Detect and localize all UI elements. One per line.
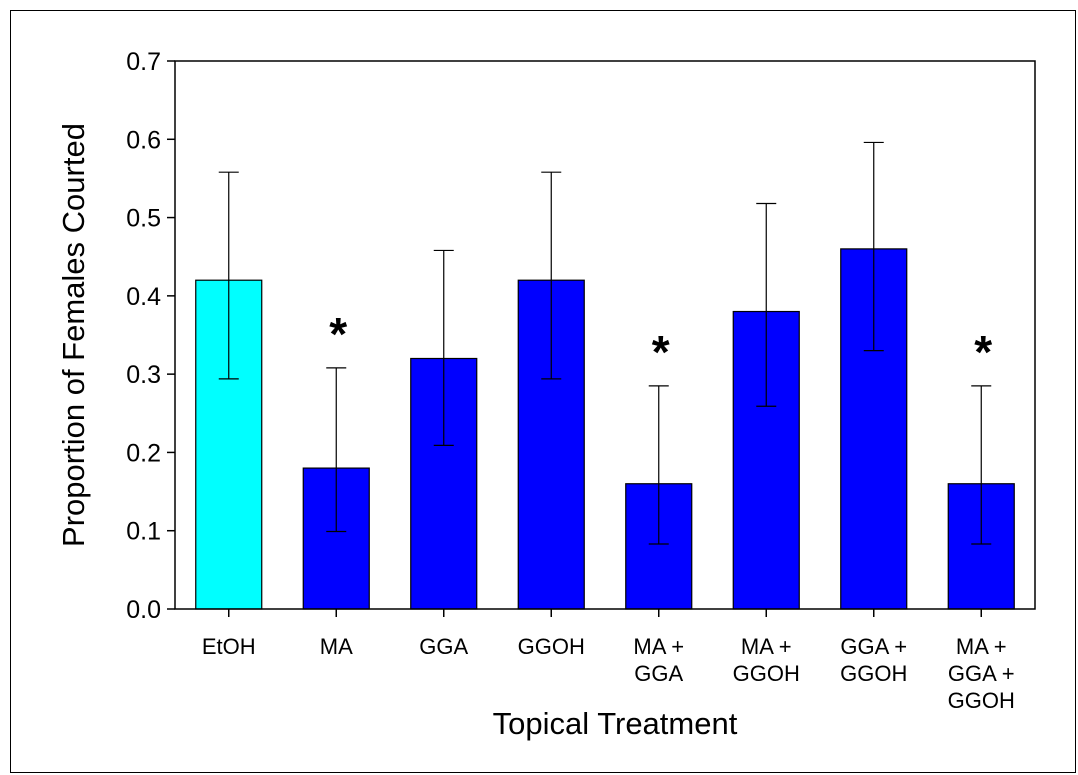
significance-asterisk: * <box>652 326 670 378</box>
y-axis-title: Proportion of Females Courted <box>56 123 91 547</box>
x-tick-label-line: GGA <box>419 634 468 659</box>
x-tick-label-line: MA <box>320 634 353 659</box>
error-bar <box>433 249 454 446</box>
y-tick-label: 0.0 <box>126 596 161 624</box>
x-tick-label: GGA + GGOH <box>840 634 907 686</box>
error-bar <box>971 385 992 545</box>
x-tick-label-line: GGOH <box>948 688 1015 713</box>
error-bar <box>541 171 562 380</box>
y-tick-label: 0.5 <box>126 205 161 233</box>
x-tick-label-line: EtOH <box>202 634 256 659</box>
x-tick-label: GGA <box>419 634 468 659</box>
x-tick-label: MA + GGA + GGOH <box>948 634 1015 713</box>
y-tick-label: 0.4 <box>126 283 161 311</box>
x-tick-label-line: MA + <box>741 634 792 659</box>
x-tick-label: EtOH <box>202 634 256 659</box>
x-tick-label-line: GGA <box>634 661 683 686</box>
error-bar <box>648 385 669 545</box>
y-tick-label: 0.3 <box>126 361 161 389</box>
error-bar <box>326 367 347 533</box>
error-bar <box>756 202 777 407</box>
x-tick-label-line: MA + <box>633 634 684 659</box>
error-bar <box>863 141 884 352</box>
x-tick-label: GGOH <box>518 634 585 659</box>
x-tick-label: MA + GGOH <box>733 634 800 686</box>
x-tick-label-line: GGOH <box>518 634 585 659</box>
error-bar <box>218 171 239 380</box>
figure-frame <box>10 10 1076 773</box>
y-tick-label: 0.1 <box>126 518 161 546</box>
x-tick-label: MA <box>320 634 353 659</box>
x-tick-label-line: GGA + <box>948 661 1015 686</box>
significance-asterisk: * <box>329 308 347 360</box>
y-tick-label: 0.2 <box>126 439 161 467</box>
x-tick-label: MA + GGA <box>633 634 684 686</box>
x-axis-title: Topical Treatment <box>493 706 738 741</box>
x-tick-label-line: GGOH <box>733 661 800 686</box>
significance-asterisk: * <box>974 326 992 378</box>
y-tick-label: 0.7 <box>126 48 161 76</box>
x-tick-label-line: GGOH <box>840 661 907 686</box>
plot-area <box>174 60 1036 610</box>
x-tick-label-line: MA + <box>956 634 1007 659</box>
x-tick-label-line: GGA + <box>840 634 907 659</box>
bars-layer <box>195 248 1015 610</box>
error-bars-layer <box>218 141 992 545</box>
y-tick-label: 0.6 <box>126 126 161 154</box>
significance-layer: * * * <box>329 308 992 378</box>
y-axis: 0.0 0.1 0.2 0.3 0.4 0.5 0.6 0.7 <box>126 48 175 624</box>
